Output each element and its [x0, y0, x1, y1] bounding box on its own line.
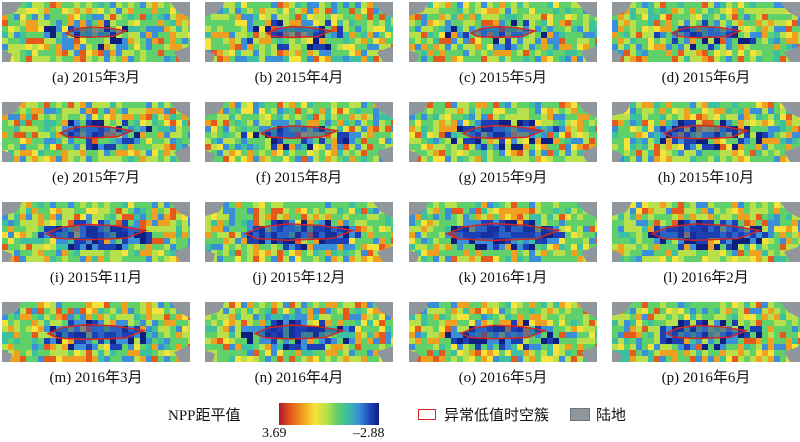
anomaly-map	[409, 102, 597, 162]
legend-title: NPP距平值	[168, 404, 241, 425]
map-panel: (c) 2015年5月	[409, 2, 597, 62]
panel-caption: (c) 2015年5月	[409, 66, 597, 87]
map-panel: (g) 2015年9月	[409, 102, 597, 162]
legend-land-label: 陆地	[596, 404, 626, 425]
panel-caption: (d) 2015年6月	[612, 66, 800, 87]
panel-caption: (i) 2015年11月	[2, 266, 190, 287]
panel-caption: (a) 2015年3月	[2, 66, 190, 87]
anomaly-map	[409, 202, 597, 262]
map-panel: (a) 2015年3月	[2, 2, 190, 62]
panel-caption: (m) 2016年3月	[2, 366, 190, 387]
cluster-outline-swatch	[418, 409, 436, 420]
color-ramp-bar	[279, 403, 379, 425]
map-panel: (o) 2016年5月	[409, 302, 597, 362]
panel-caption: (p) 2016年6月	[612, 366, 800, 387]
map-panel: (h) 2015年10月	[612, 102, 800, 162]
panel-caption: (l) 2016年2月	[612, 266, 800, 287]
panel-caption: (o) 2016年5月	[409, 366, 597, 387]
panel-caption: (h) 2015年10月	[612, 166, 800, 187]
anomaly-map	[205, 2, 393, 62]
anomaly-map	[409, 2, 597, 62]
legend-cluster-label: 异常低值时空簇	[444, 404, 549, 425]
panel-caption: (j) 2015年12月	[205, 266, 393, 287]
anomaly-map	[2, 202, 190, 262]
panel-caption: (f) 2015年8月	[205, 166, 393, 187]
map-panel: (d) 2015年6月	[612, 2, 800, 62]
anomaly-map	[2, 302, 190, 362]
anomaly-map	[612, 302, 800, 362]
map-panel: (m) 2016年3月	[2, 302, 190, 362]
map-panel: (n) 2016年4月	[205, 302, 393, 362]
anomaly-map	[612, 202, 800, 262]
map-panel: (i) 2015年11月	[2, 202, 190, 262]
anomaly-map	[409, 302, 597, 362]
panel-caption: (e) 2015年7月	[2, 166, 190, 187]
panel-caption: (n) 2016年4月	[205, 366, 393, 387]
legend-max-label: –2.88	[353, 426, 385, 442]
panel-caption: (k) 2016年1月	[409, 266, 597, 287]
map-panel: (f) 2015年8月	[205, 102, 393, 162]
map-panel: (l) 2016年2月	[612, 202, 800, 262]
legend-min-label: 3.69	[262, 426, 287, 442]
map-panel: (k) 2016年1月	[409, 202, 597, 262]
anomaly-map	[612, 2, 800, 62]
map-panel: (p) 2016年6月	[612, 302, 800, 362]
anomaly-map	[2, 102, 190, 162]
anomaly-map	[205, 202, 393, 262]
anomaly-map	[205, 302, 393, 362]
anomaly-map	[205, 102, 393, 162]
land-swatch	[570, 408, 590, 421]
map-panel: (j) 2015年12月	[205, 202, 393, 262]
map-panel: (e) 2015年7月	[2, 102, 190, 162]
panel-caption: (g) 2015年9月	[409, 166, 597, 187]
map-panel: (b) 2015年4月	[205, 2, 393, 62]
panel-caption: (b) 2015年4月	[205, 66, 393, 87]
anomaly-map	[2, 2, 190, 62]
anomaly-map	[612, 102, 800, 162]
legend: NPP距平值 3.69 –2.88 异常低值时空簇 陆地	[0, 403, 800, 441]
